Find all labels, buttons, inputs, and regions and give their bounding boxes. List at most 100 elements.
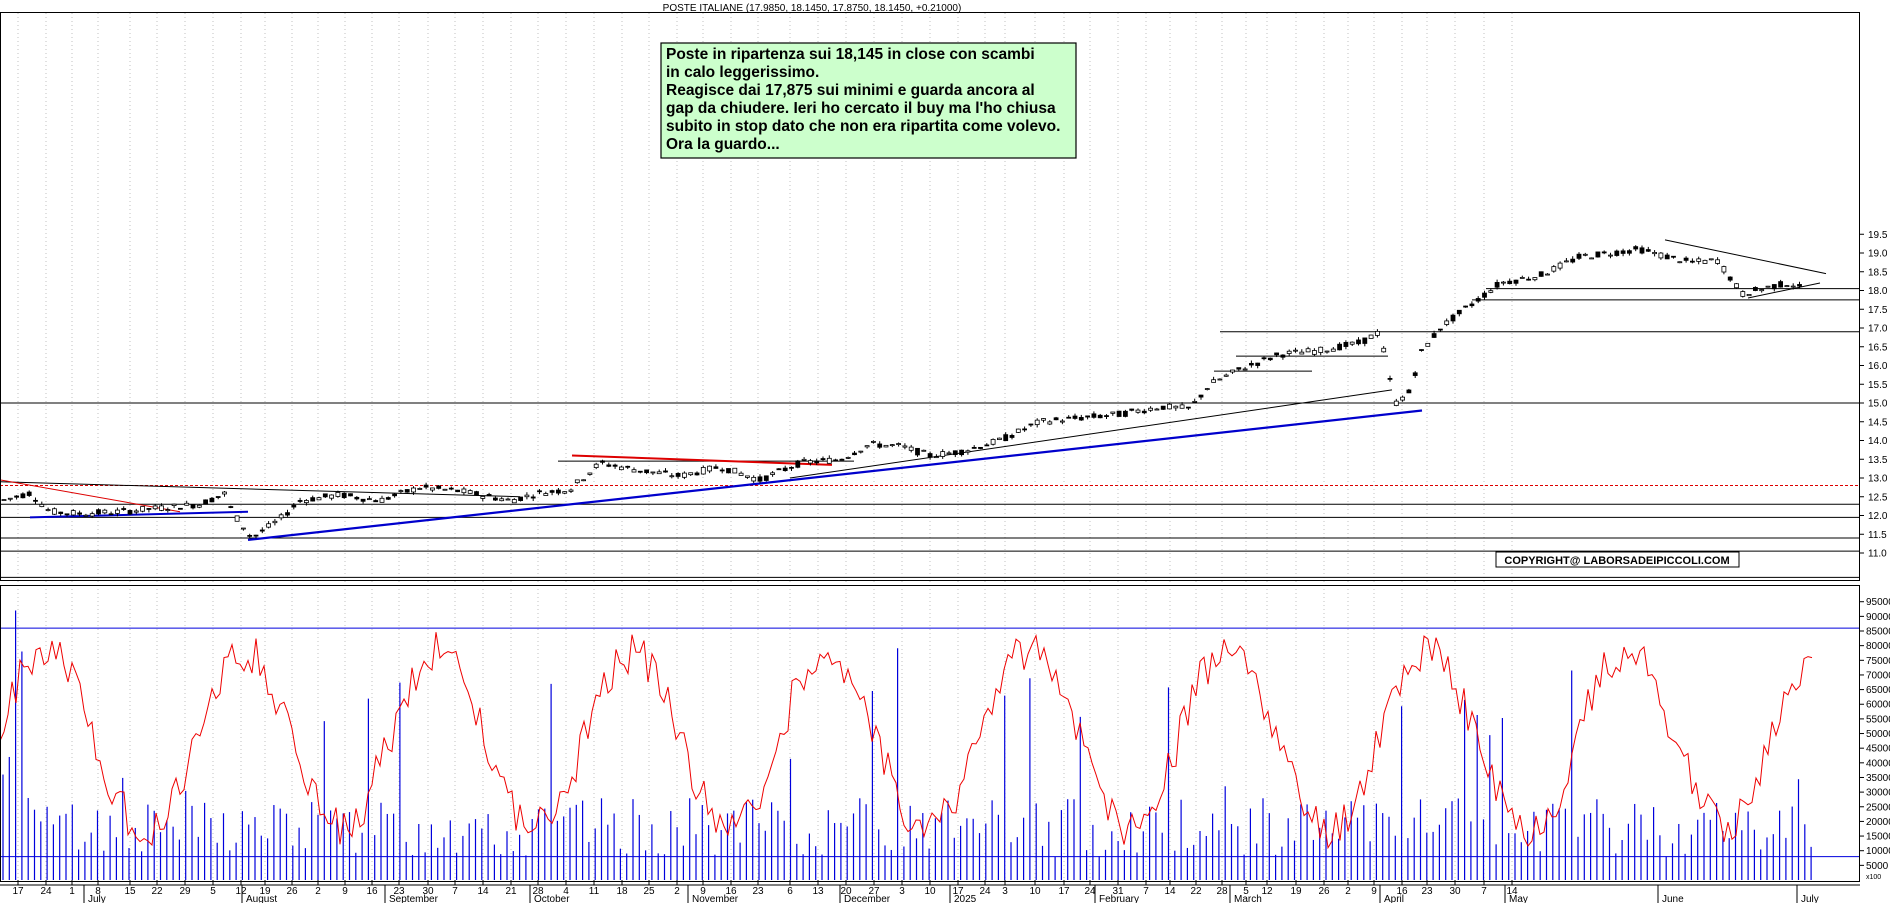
volume-axis: 5000 10000 15000 20000 25000 30000 35000 40000 4… — [1860, 597, 1890, 872]
candle-body — [1324, 350, 1330, 353]
candle-body — [845, 456, 851, 459]
candle-body — [366, 498, 372, 501]
candle — [952, 450, 958, 458]
candle — [581, 479, 586, 482]
candle-body — [303, 500, 309, 504]
candle — [1595, 251, 1601, 258]
candle-body — [833, 459, 838, 462]
candle-body — [505, 498, 511, 501]
candle-body — [1595, 251, 1601, 258]
date-tick-label: 26 — [1318, 886, 1330, 897]
candle-body — [222, 491, 227, 495]
candle-body — [89, 513, 95, 517]
candle — [1022, 426, 1027, 432]
candle-body — [184, 502, 190, 506]
candle-body — [52, 508, 57, 515]
candle — [1324, 350, 1330, 354]
candle-body — [1532, 277, 1538, 281]
candle — [883, 444, 889, 448]
annotation-line: in calo leggerissimo. — [666, 64, 819, 81]
candle — [247, 533, 253, 539]
candle-body — [1368, 334, 1374, 339]
candle — [1381, 346, 1387, 353]
candle — [1589, 257, 1594, 260]
candle-body — [215, 496, 221, 498]
candle — [1740, 290, 1746, 298]
candle-body — [1186, 406, 1191, 409]
candle-body — [511, 499, 517, 504]
candle-body — [1501, 281, 1506, 284]
candle — [234, 515, 240, 522]
candle-body — [1034, 419, 1040, 425]
candle — [1507, 278, 1513, 285]
candle — [801, 457, 807, 462]
candle-body — [537, 490, 542, 493]
candle-body — [1230, 369, 1235, 373]
candle — [1532, 277, 1538, 282]
candle — [1450, 313, 1456, 324]
candle — [858, 450, 864, 454]
price-tick-label: 18.0 — [1868, 286, 1888, 297]
candle-body — [1356, 339, 1361, 345]
candle-body — [1135, 409, 1141, 413]
date-tick-label: 12 — [1261, 886, 1273, 897]
candle — [366, 495, 372, 501]
candle — [96, 508, 101, 516]
candle — [1173, 405, 1179, 411]
date-tick-label: 20 — [840, 886, 852, 897]
candle-body — [732, 467, 738, 474]
candle-body — [619, 466, 624, 471]
candle-body — [852, 452, 857, 456]
date-tick-label: 30 — [422, 886, 434, 897]
candle-body — [322, 493, 328, 498]
candle-body — [682, 472, 687, 478]
candle — [1652, 250, 1657, 257]
candle — [341, 492, 347, 499]
price-tick-label: 11.5 — [1868, 530, 1887, 541]
candle — [908, 444, 914, 453]
date-tick-label: 23 — [1421, 886, 1433, 897]
month-label: July — [1801, 894, 1819, 903]
volume-unit-label: x100 — [1866, 874, 1881, 881]
candle — [373, 499, 379, 503]
candle-body — [562, 491, 568, 494]
candle — [1356, 337, 1361, 346]
candle-body — [581, 479, 586, 482]
candle-body — [864, 445, 870, 448]
candle — [1318, 346, 1324, 356]
date-tick-label: 14 — [1164, 886, 1176, 897]
candle-body — [902, 445, 908, 448]
candle — [64, 513, 70, 517]
candle-body — [669, 475, 675, 478]
candle — [1696, 256, 1702, 265]
volume-tick-label: 40000 — [1866, 758, 1890, 769]
candle — [52, 507, 57, 515]
candle — [83, 513, 89, 517]
candle — [713, 464, 719, 469]
candle-body — [1526, 278, 1531, 281]
price-tick-label: 14.5 — [1868, 417, 1888, 428]
candle-body — [1387, 378, 1393, 380]
candle — [228, 505, 234, 509]
candle-body — [77, 512, 82, 515]
candle-body — [1708, 258, 1714, 261]
candle — [385, 496, 391, 500]
candle — [379, 495, 385, 503]
candle-body — [1620, 250, 1626, 254]
candle — [795, 459, 801, 469]
candle — [7, 497, 13, 502]
candle-body — [782, 467, 788, 472]
date-tick-label: 23 — [393, 886, 405, 897]
price-tick-label: 19.5 — [1868, 230, 1888, 241]
candle-body — [1765, 285, 1771, 288]
date-tick-label: 19 — [1290, 886, 1302, 897]
candle — [39, 501, 45, 508]
candle-body — [1715, 259, 1720, 264]
candle — [1116, 410, 1122, 417]
candle — [1627, 249, 1632, 256]
candle-body — [404, 489, 410, 493]
candle — [360, 498, 366, 504]
candle — [845, 456, 851, 459]
candle — [700, 465, 706, 475]
volume-tick-label: 80000 — [1866, 641, 1890, 652]
